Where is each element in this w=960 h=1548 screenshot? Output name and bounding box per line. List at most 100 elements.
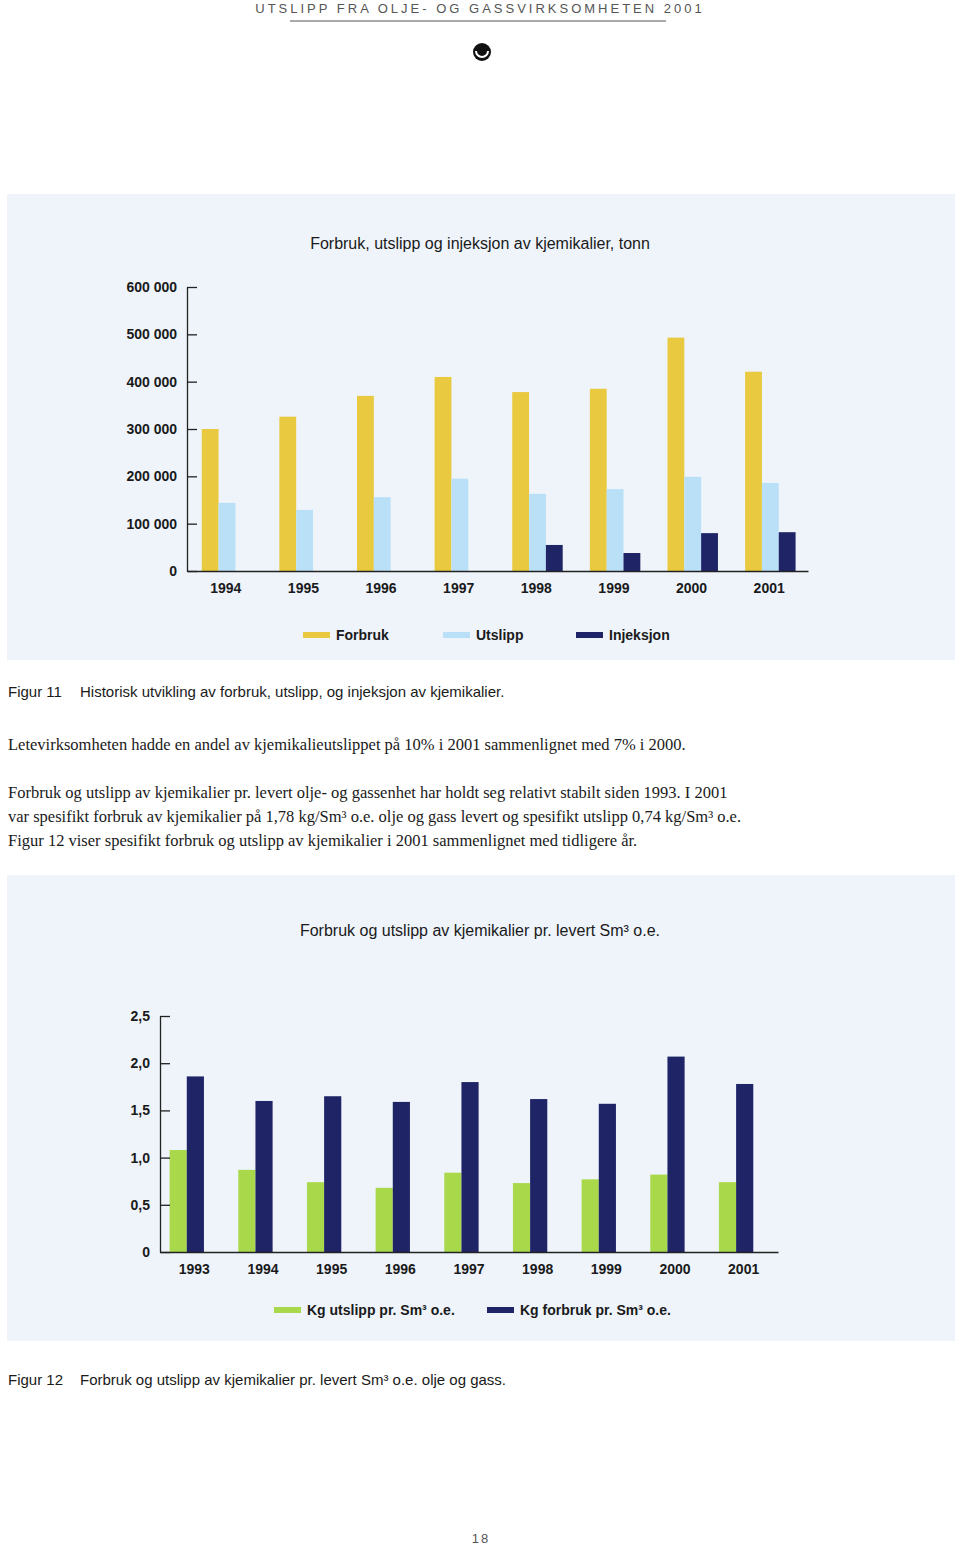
chart-panel [7, 875, 955, 1341]
y-tick-label: 1,0 [131, 1150, 151, 1166]
legend-item: Kg utslipp pr. Sm³ o.e. [274, 1302, 455, 1318]
legend-swatch [443, 632, 470, 638]
bar [357, 396, 374, 571]
bar [624, 553, 641, 571]
y-tick: 500 000 [126, 326, 197, 342]
y-tick: 100 000 [126, 516, 197, 532]
y-tick-label: 0 [169, 563, 177, 579]
bar-series [202, 338, 762, 571]
x-tick: 2001 [754, 580, 785, 596]
bar [762, 483, 779, 571]
y-tick-mark [187, 334, 197, 335]
x-tick: 1998 [522, 1261, 553, 1277]
x-tick-label: 1999 [598, 580, 629, 596]
bar [736, 1084, 753, 1252]
paragraph: Forbruk og utslipp av kjemikalier pr. le… [8, 783, 741, 850]
legend-item: Injeksjon [576, 627, 670, 643]
caption-text: Forbruk og utslipp av kjemikalier pr. le… [80, 1371, 506, 1388]
legend-label: Injeksjon [609, 627, 670, 643]
y-tick-label: 0 [142, 1244, 150, 1260]
bar [701, 533, 718, 571]
bar-series [187, 1057, 754, 1252]
legend-label: Utslipp [476, 627, 523, 643]
bar [590, 389, 607, 571]
y-tick: 200 000 [126, 468, 197, 484]
bar [513, 1183, 530, 1252]
header-icon [473, 43, 491, 61]
y-tick-label: 600 000 [126, 279, 177, 295]
x-tick: 1996 [365, 580, 396, 596]
chart-title: Forbruk, utslipp og injeksjon av kjemika… [310, 235, 650, 252]
paragraph-line: Figur 12 viser spesifikt forbruk og utsl… [8, 831, 637, 850]
x-tick: 1997 [443, 580, 474, 596]
bar [779, 532, 796, 571]
x-axis: 1994 1995 1996 1997 1998 1999 2000 2001 [188, 572, 809, 596]
bar [307, 1182, 324, 1252]
y-tick-mark [187, 429, 197, 430]
bar [719, 1182, 736, 1252]
y-tick-label: 400 000 [126, 374, 177, 390]
bar [451, 479, 468, 571]
bar-series [219, 477, 779, 571]
x-axis-line [161, 1252, 779, 1253]
page-number: 18 [472, 1531, 490, 1546]
bar [255, 1101, 272, 1252]
x-tick: 1993 [179, 1261, 210, 1277]
x-tick-label: 2001 [728, 1261, 759, 1277]
paragraph: Letevirksomheten hadde en andel av kjemi… [8, 735, 686, 754]
x-tick-label: 1997 [453, 1261, 484, 1277]
bar [435, 377, 452, 571]
x-tick-label: 1996 [385, 1261, 416, 1277]
x-tick-label: 1996 [365, 580, 396, 596]
legend-swatch [576, 632, 603, 638]
bar-series [170, 1150, 737, 1252]
paragraph-line: Letevirksomheten hadde en andel av kjemi… [8, 735, 686, 754]
y-tick-label: 2,5 [131, 1008, 151, 1024]
bar [607, 489, 624, 571]
caption-label: Figur 11 [8, 683, 62, 700]
bar [461, 1082, 478, 1252]
x-tick-label: 2000 [676, 580, 707, 596]
x-tick-label: 1994 [247, 1261, 278, 1277]
x-tick-label: 1997 [443, 580, 474, 596]
bar [374, 497, 391, 571]
legend-swatch [303, 632, 330, 638]
legend-swatch [274, 1307, 301, 1313]
bar [650, 1175, 667, 1252]
x-axis: 199319941995199619971998199920002001 [161, 1253, 779, 1277]
x-tick: 1994 [210, 580, 241, 596]
bar [684, 477, 701, 571]
x-tick-label: 1994 [210, 580, 241, 596]
x-tick: 2001 [728, 1261, 759, 1277]
chart: Forbruk og utslipp av kjemikalier pr. le… [7, 875, 955, 1341]
y-axis: 0 100 000 200 000 300 000 400 000 500 000 600 … [126, 279, 197, 579]
x-tick: 1995 [288, 580, 319, 596]
y-axis: 00,51,01,52,02,5 [131, 1008, 170, 1260]
y-tick-mark [187, 382, 197, 383]
y-tick-label: 500 000 [126, 326, 177, 342]
y-tick-mark [187, 524, 197, 525]
bar [667, 338, 684, 571]
header-rule [290, 21, 666, 22]
y-tick-label: 200 000 [126, 468, 177, 484]
x-tick-label: 1995 [316, 1261, 347, 1277]
caption-label: Figur 12 [8, 1371, 63, 1388]
y-tick-label: 2,0 [131, 1055, 151, 1071]
x-tick-label: 1999 [591, 1261, 622, 1277]
bar [219, 503, 236, 571]
x-tick: 1996 [385, 1261, 416, 1277]
paragraph-line: Forbruk og utslipp av kjemikalier pr. le… [8, 783, 727, 802]
y-tick: 2,0 [131, 1055, 170, 1071]
y-tick-label: 1,5 [131, 1102, 151, 1118]
chart-panel [7, 194, 955, 660]
bar-series [546, 532, 796, 571]
y-tick-mark [160, 1110, 170, 1111]
x-tick-label: 1998 [521, 580, 552, 596]
y-tick-mark [187, 476, 197, 477]
page: UTSLIPP FRA OLJE- OG GASSVIRKSOMHETEN 20… [0, 0, 960, 1548]
bar [667, 1057, 684, 1252]
bar [530, 1099, 547, 1252]
bar [296, 510, 313, 571]
y-tick: 300 000 [126, 421, 197, 437]
y-tick: 1,5 [131, 1102, 170, 1118]
